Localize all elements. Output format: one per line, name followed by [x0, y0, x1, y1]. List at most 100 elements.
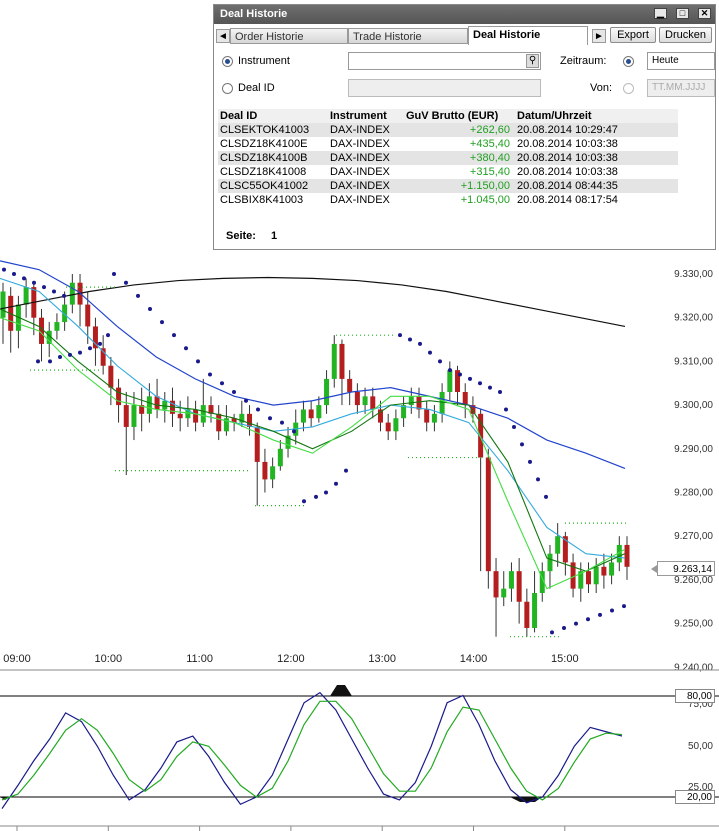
candle-up	[0, 291, 6, 318]
candle-up	[316, 405, 322, 419]
deal-id-cell: CLSC55OK41002	[220, 180, 309, 192]
instrument-cell: DAX-INDEX	[330, 138, 390, 150]
deal-id-cell: CLSDZ18K4100B	[220, 152, 308, 164]
candle-up	[146, 396, 152, 414]
von-label: Von:	[590, 82, 613, 94]
moving-average-lines	[0, 260, 626, 590]
guv-cell: +262,60	[469, 124, 510, 136]
psar-dot	[468, 376, 472, 381]
datum-cell: 20.08.2014 10:03:38	[517, 138, 618, 150]
instrument-cell: DAX-INDEX	[330, 152, 390, 164]
candle-down	[562, 536, 568, 563]
overbought-fill	[330, 685, 352, 696]
instrument-radio[interactable]	[222, 56, 233, 67]
candle-up	[508, 571, 514, 589]
guv-cell: +1.045,00	[460, 194, 510, 206]
candle-down	[516, 571, 522, 602]
table-row[interactable]: CLSDZ18K4100B DAX-INDEX +380,40 20.08.2014 …	[218, 151, 678, 165]
datum-cell: 20.08.2014 08:17:54	[517, 194, 618, 206]
export-button[interactable]: Export	[610, 27, 656, 43]
time-tick-label: 10:00	[95, 653, 123, 665]
column-header-datum[interactable]: Datum/Uhrzeit	[517, 110, 592, 122]
psar-dot	[32, 280, 36, 285]
psar-dot	[292, 429, 296, 434]
tab-scroll-right-icon[interactable]: ►	[592, 29, 606, 43]
ma-mid-line	[0, 260, 626, 470]
tab-label: Deal Historie	[473, 29, 541, 41]
price-tick-label: 9.310,00	[674, 356, 713, 367]
psar-dot	[160, 320, 164, 325]
instrument-input[interactable]	[348, 52, 541, 70]
search-icon[interactable]: ⚲	[526, 54, 539, 68]
psar-dot	[544, 494, 548, 499]
zeitraum-radio[interactable]	[623, 56, 634, 67]
table-row[interactable]: CLSDZ18K4100E DAX-INDEX +435,40 20.08.2014 …	[218, 137, 678, 151]
maximize-icon[interactable]: □	[676, 8, 689, 19]
von-radio[interactable]	[623, 83, 634, 94]
candle-up	[408, 396, 414, 406]
psar-dot	[428, 350, 432, 355]
candle-down	[216, 413, 222, 432]
candle-up	[447, 370, 453, 392]
psar-dot	[498, 389, 502, 394]
psar-dot	[268, 416, 272, 421]
datum-cell: 20.08.2014 10:03:38	[517, 152, 618, 164]
candle-down	[85, 304, 91, 327]
candle-up	[270, 466, 276, 480]
psar-dot	[550, 630, 554, 635]
candle-down	[208, 405, 214, 414]
datum-cell: 20.08.2014 10:03:38	[517, 166, 618, 178]
psar-dot	[302, 499, 306, 504]
table-row[interactable]: CLSEKTOK41003 DAX-INDEX +262,60 20.08.2014 …	[218, 123, 678, 137]
psar-dot	[220, 381, 224, 386]
psar-dot	[478, 381, 482, 386]
window-titlebar[interactable]: Deal Historie ▁ □ ✕	[214, 5, 715, 24]
column-header-deal-id[interactable]: Deal ID	[220, 110, 258, 122]
candle-down	[624, 544, 630, 567]
table-row[interactable]: CLSDZ18K41008 DAX-INDEX +315,40 20.08.2014 …	[218, 165, 678, 179]
psar-dot	[334, 481, 338, 486]
psar-dot	[448, 368, 452, 373]
candle-down	[370, 396, 376, 410]
candle-down	[123, 405, 129, 427]
tab-order-historie[interactable]: Order Historie	[230, 28, 348, 44]
candle-up	[200, 405, 206, 423]
window-title: Deal Historie	[220, 8, 288, 20]
candle-down	[462, 391, 468, 406]
psar-dot	[36, 359, 40, 364]
deal-id-input[interactable]	[348, 79, 541, 97]
tab-deal-historie[interactable]: Deal Historie	[468, 26, 588, 45]
price-tick-label: 9.300,00	[674, 400, 713, 411]
psar-dot	[438, 359, 442, 364]
deal-id-radio[interactable]	[222, 83, 233, 94]
psar-dot	[324, 490, 328, 495]
tab-trade-historie[interactable]: Trade Historie	[348, 28, 468, 44]
psar-dot	[622, 604, 626, 609]
psar-dot	[504, 407, 508, 412]
candle-up	[501, 588, 507, 598]
psar-dot	[42, 285, 46, 290]
candle-down	[347, 378, 353, 392]
candle-down	[478, 413, 484, 458]
candle-up	[593, 566, 599, 585]
price-tick-label: 9.240,00	[674, 662, 713, 673]
von-date-input[interactable]: TT.MM.JJJJ	[647, 79, 715, 97]
zeitraum-select[interactable]: Heute	[647, 52, 715, 70]
page-number[interactable]: 1	[271, 230, 278, 242]
psar-dot	[574, 621, 578, 626]
print-button[interactable]: Drucken	[659, 27, 712, 43]
candle-down	[470, 405, 476, 414]
column-header-guv[interactable]: GuV Brutto (EUR)	[406, 110, 499, 122]
candle-down	[493, 571, 499, 598]
column-header-instrument[interactable]: Instrument	[330, 110, 387, 122]
table-row[interactable]: CLSC55OK41002 DAX-INDEX +1.150,00 20.08.201…	[218, 179, 678, 193]
instrument-cell: DAX-INDEX	[330, 166, 390, 178]
table-row[interactable]: CLSBIX8K41003 DAX-INDEX +1.045,00 20.08.201…	[218, 193, 678, 207]
close-icon[interactable]: ✕	[698, 8, 711, 19]
candle-down	[339, 343, 345, 379]
candle-down	[416, 396, 422, 410]
minimize-icon[interactable]: ▁	[654, 8, 667, 19]
tab-scroll-left-icon[interactable]: ◄	[216, 29, 230, 43]
ma-short-line	[0, 277, 626, 559]
